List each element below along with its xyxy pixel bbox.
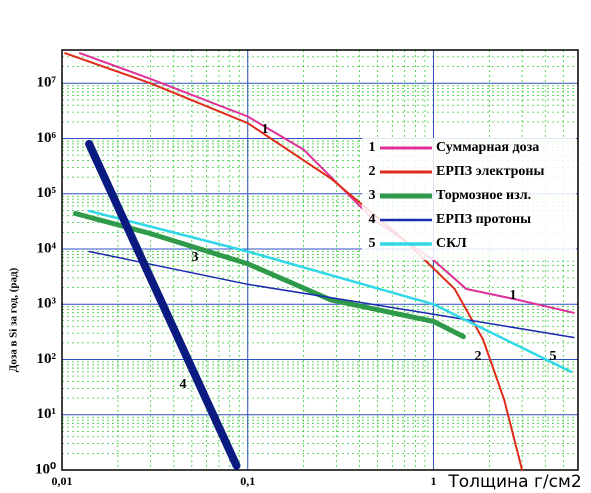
- legend-number: 5: [369, 236, 376, 251]
- legend-number: 4: [369, 212, 376, 227]
- x-axis-label: Толщина г/см2: [447, 472, 581, 492]
- annotation: 3: [192, 250, 199, 265]
- y-tick-label: 10²: [37, 351, 57, 367]
- legend-box: [362, 138, 576, 260]
- legend-label: Тормозное изл.: [436, 188, 531, 203]
- y-tick-label: 10⁷: [37, 75, 57, 91]
- legend-label: ЕРПЗ протоны: [436, 212, 531, 227]
- series-line: [87, 209, 573, 374]
- annotation: 2: [475, 349, 482, 364]
- legend-label: СКЛ: [436, 236, 467, 251]
- legend-label: ЕРПЗ электроны: [436, 164, 545, 179]
- legend-number: 2: [369, 164, 376, 179]
- x-tick-label: 1: [430, 474, 436, 488]
- series-line: [85, 139, 241, 470]
- plot-frame: [61, 49, 579, 471]
- x-tick-label: 0,01: [52, 474, 73, 488]
- legend-number: 1: [369, 140, 376, 155]
- y-tick-label: 10³: [37, 296, 57, 312]
- y-tick-label: 10⁰: [35, 461, 56, 477]
- legend-label: Суммарная доза: [436, 140, 539, 155]
- annotation: 4: [180, 377, 187, 392]
- series-line: [72, 211, 466, 340]
- legend-number: 3: [369, 188, 376, 203]
- y-tick-label: 10⁴: [37, 240, 57, 256]
- x-tick-label: 0,1: [240, 474, 255, 488]
- annotation: 5: [550, 349, 557, 364]
- annotation: 1: [510, 288, 517, 303]
- y-tick-label: 10⁵: [37, 185, 57, 201]
- y-axis-label: Доза в Si за год, (рад): [8, 267, 20, 372]
- series-line: [88, 250, 575, 339]
- y-tick-label: 10⁶: [37, 130, 57, 146]
- annotation: 1: [262, 122, 269, 137]
- y-tick-label: 10¹: [37, 406, 57, 422]
